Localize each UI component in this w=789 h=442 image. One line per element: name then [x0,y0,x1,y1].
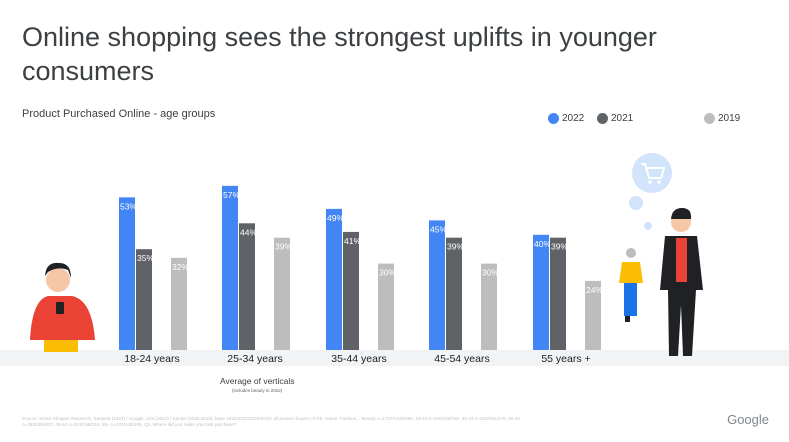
bar-2022-0 [119,197,135,350]
thought-bubble-large [632,153,672,193]
legend: 2022 2021 2019 [0,113,789,129]
cart-wheel-right [657,180,661,184]
floor-strip [0,350,789,366]
bar-2021-4 [550,237,566,350]
bar-label-2021-1: 44% [240,227,257,237]
category-label-2: 35-44 years [331,353,386,365]
phone-icon [56,302,64,314]
bar-2021-1 [239,223,255,350]
people-illustration [30,153,703,356]
average-note: (includes beauty in 2022) [232,388,283,393]
bar-label-2019-1: 39% [275,242,292,252]
bar-2019-3 [481,263,497,350]
source-note: Source: Smart Shopper Research, Savanta … [22,416,520,427]
cart-wheel-left [648,180,652,184]
woman-head [626,248,636,258]
bar-label-2022-1: 57% [223,190,240,200]
thought-bubble-small [644,222,652,230]
shopper-left-body [30,296,95,340]
bar-label-2019-2: 30% [379,268,396,278]
bar-label-2022-3: 45% [430,224,447,234]
legend-label-2022: 2022 [562,113,585,124]
woman-shoe [625,316,630,322]
legend-label-2019: 2019 [718,113,741,124]
bar-label-2019-0: 32% [172,262,189,272]
bar-2019-2 [378,263,394,350]
bar-2022-3 [429,220,445,350]
bar-label-2021-2: 41% [344,236,361,246]
legend-item-2021: 2021 [597,113,633,124]
category-label-3: 45-54 years [434,353,489,365]
bar-label-2019-4: 24% [586,285,603,295]
legend-swatch-2022 [548,113,559,124]
bar-2021-0 [136,249,152,350]
bar-label-2022-0: 53% [120,201,137,211]
bar-2022-1 [222,185,238,350]
bar-label-2022-2: 49% [327,213,344,223]
legend-item-2019: 2019 [704,113,740,124]
man-legs [668,290,696,356]
legend-label-2021: 2021 [611,113,634,124]
category-label-4: 55 years + [541,353,590,365]
legend-swatch-2021 [597,113,608,124]
bar-2019-1 [274,237,290,350]
bar-2022-4 [533,234,549,350]
man-hair [671,208,692,219]
shopper-left-head [46,268,70,292]
bar-2022-2 [326,208,342,350]
woman-body [619,262,643,283]
bar-label-2021-0: 35% [137,253,154,263]
shopper-left-hair [45,262,71,278]
category-label-1: 25-34 years [227,353,282,365]
bar-2021-3 [446,237,462,350]
bar-2021-2 [343,231,359,350]
bar-label-2019-3: 30% [482,268,499,278]
bar-label-2021-4: 39% [551,242,568,252]
chart-subtitle: Product Purchased Online - age groups [22,108,216,120]
cart-icon [641,163,666,179]
chart-title: Online shopping sees the strongest uplif… [22,22,657,86]
legend-swatch-2019 [704,113,715,124]
bar-2019-4 [585,280,601,350]
bar-2019-0 [171,257,187,350]
woman-legs [624,283,637,316]
thought-bubble-medium [629,196,643,210]
man-shirt [676,238,687,282]
bar-label-2022-4: 40% [534,239,551,249]
category-label-0: 18-24 years [124,353,179,365]
google-logo: Google [727,412,769,427]
average-label: Average of verticals [220,376,295,386]
legend-item-2022: 2022 [548,113,584,124]
bar-label-2021-3: 39% [447,242,464,252]
